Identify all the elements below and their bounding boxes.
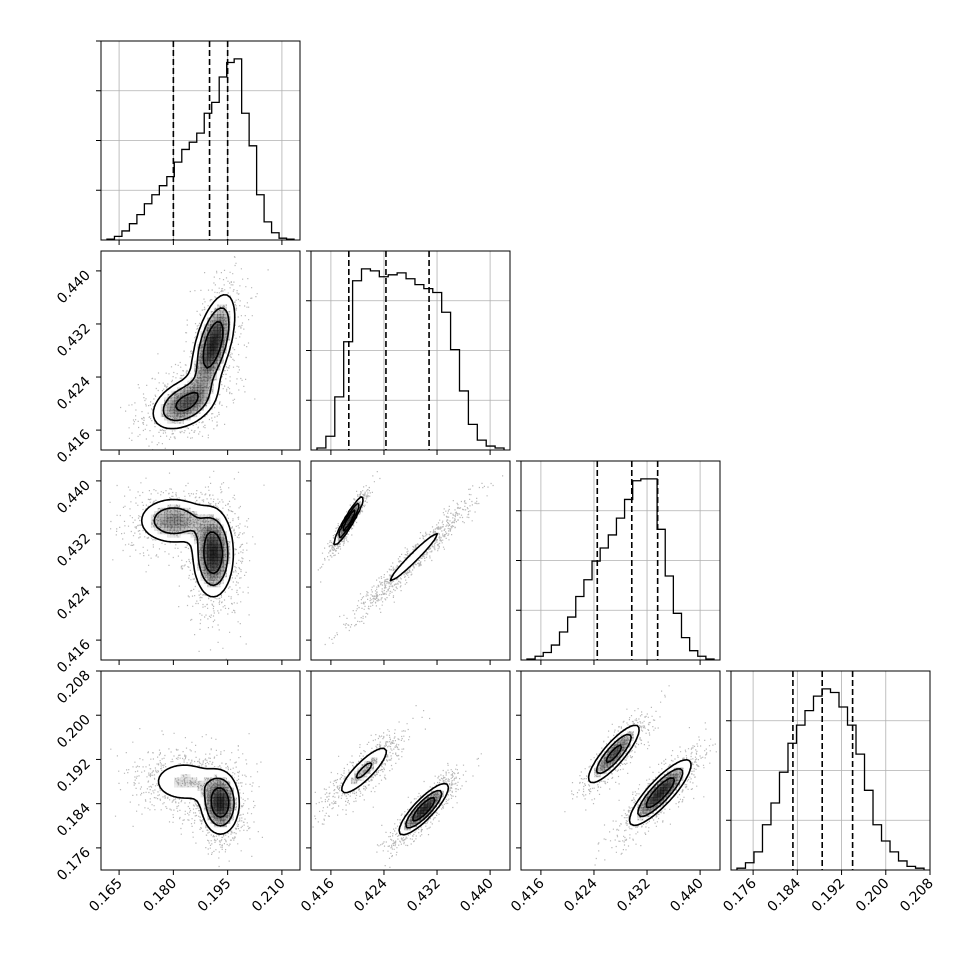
scatter-panel-3-1 — [312, 705, 482, 868]
contour-1 — [162, 307, 230, 422]
x-tick-label-3-1: 0.184 — [764, 875, 804, 915]
contour-2 — [342, 509, 356, 532]
histogram-steps-1 — [316, 268, 505, 450]
axes-frame-3-3 — [726, 670, 931, 875]
y-tick-label-1-3: 0.440 — [54, 267, 94, 307]
x-tick-label-3-4: 0.208 — [897, 876, 937, 916]
contour-0 — [341, 747, 450, 836]
histogram-panel-1 — [311, 251, 510, 450]
axes-frame-2-0 — [96, 460, 301, 665]
y-tick-label-2-3: 0.440 — [54, 477, 94, 517]
histogram-steps-3 — [736, 688, 925, 870]
contour-2 — [605, 744, 676, 809]
contour-0 — [157, 764, 241, 835]
contour-1 — [338, 502, 360, 539]
axes-frame-2-2 — [516, 460, 721, 665]
x-tick-label-2-0: 0.416 — [508, 875, 548, 915]
axes-frame-1-0 — [96, 250, 301, 455]
contour-1 — [203, 777, 235, 827]
contour-1 — [153, 507, 229, 587]
x-tick-label-3-3: 0.200 — [853, 876, 893, 916]
x-tick-label-1-1: 0.424 — [351, 875, 391, 915]
histogram-steps-0 — [106, 58, 295, 240]
histogram-steps-2 — [526, 478, 715, 660]
scatter-panel-3-2 — [564, 685, 720, 866]
histogram-panel-2 — [521, 461, 720, 660]
y-tick-label-3-0: 0.176 — [54, 844, 94, 884]
contour-0 — [587, 724, 692, 827]
scatter-panel-3-0 — [101, 728, 263, 868]
grid — [731, 671, 930, 870]
x-tick-label-3-2: 0.192 — [809, 876, 849, 916]
contour-0 — [140, 498, 235, 598]
y-tick-label-2-0: 0.416 — [54, 637, 94, 677]
x-tick-label-1-2: 0.432 — [404, 876, 444, 916]
scatter-points — [312, 705, 482, 868]
axes-frame-0-0 — [96, 40, 301, 245]
y-tick-label-2-2: 0.432 — [54, 530, 94, 570]
scatter-points — [109, 470, 265, 660]
histogram-panel-0 — [101, 41, 300, 240]
contour-2 — [203, 531, 224, 575]
x-tick-label-2-1: 0.424 — [561, 875, 601, 915]
contour-1 — [595, 733, 684, 818]
axes-frame-3-0 — [96, 670, 301, 875]
histogram-panel-3 — [731, 671, 930, 870]
y-tick-label-3-3: 0.200 — [54, 712, 94, 752]
axes-frame-1-1 — [306, 250, 511, 455]
contour-2 — [175, 321, 224, 412]
scatter-panel-2-0 — [109, 470, 265, 660]
y-tick-label-3-1: 0.184 — [54, 800, 94, 840]
scatter-panel-1-0 — [120, 256, 269, 450]
grid — [521, 461, 720, 660]
x-tick-label-0-3: 0.210 — [249, 876, 289, 916]
grid — [101, 41, 300, 240]
x-tick-label-2-2: 0.432 — [614, 876, 654, 916]
contour-1 — [355, 762, 443, 829]
x-tick-label-1-3: 0.440 — [457, 876, 497, 916]
y-tick-label-3-4: 0.208 — [54, 668, 94, 708]
grid — [311, 251, 510, 450]
x-tick-label-0-2: 0.195 — [195, 876, 235, 916]
x-tick-label-0-1: 0.180 — [141, 876, 181, 916]
contour-2 — [412, 796, 436, 822]
y-tick-label-3-2: 0.192 — [54, 756, 94, 796]
x-tick-label-0-0: 0.165 — [86, 876, 126, 916]
contour-2 — [210, 787, 230, 818]
scatter-panel-2-1 — [317, 471, 504, 646]
y-tick-label-1-2: 0.432 — [54, 320, 94, 360]
y-tick-label-2-1: 0.424 — [54, 583, 94, 623]
contour-0 — [333, 496, 439, 582]
x-tick-label-2-3: 0.440 — [667, 876, 707, 916]
axes-frame-3-1 — [306, 670, 511, 875]
axes-frame-2-1 — [306, 460, 511, 665]
x-tick-label-1-0: 0.416 — [298, 875, 338, 915]
x-tick-label-3-0: 0.176 — [720, 875, 760, 915]
scatter-points — [564, 685, 720, 866]
y-tick-label-1-1: 0.424 — [54, 373, 94, 413]
axes-frame-3-2 — [516, 670, 721, 875]
y-tick-label-1-0: 0.416 — [54, 427, 94, 467]
contour-0 — [152, 294, 236, 430]
